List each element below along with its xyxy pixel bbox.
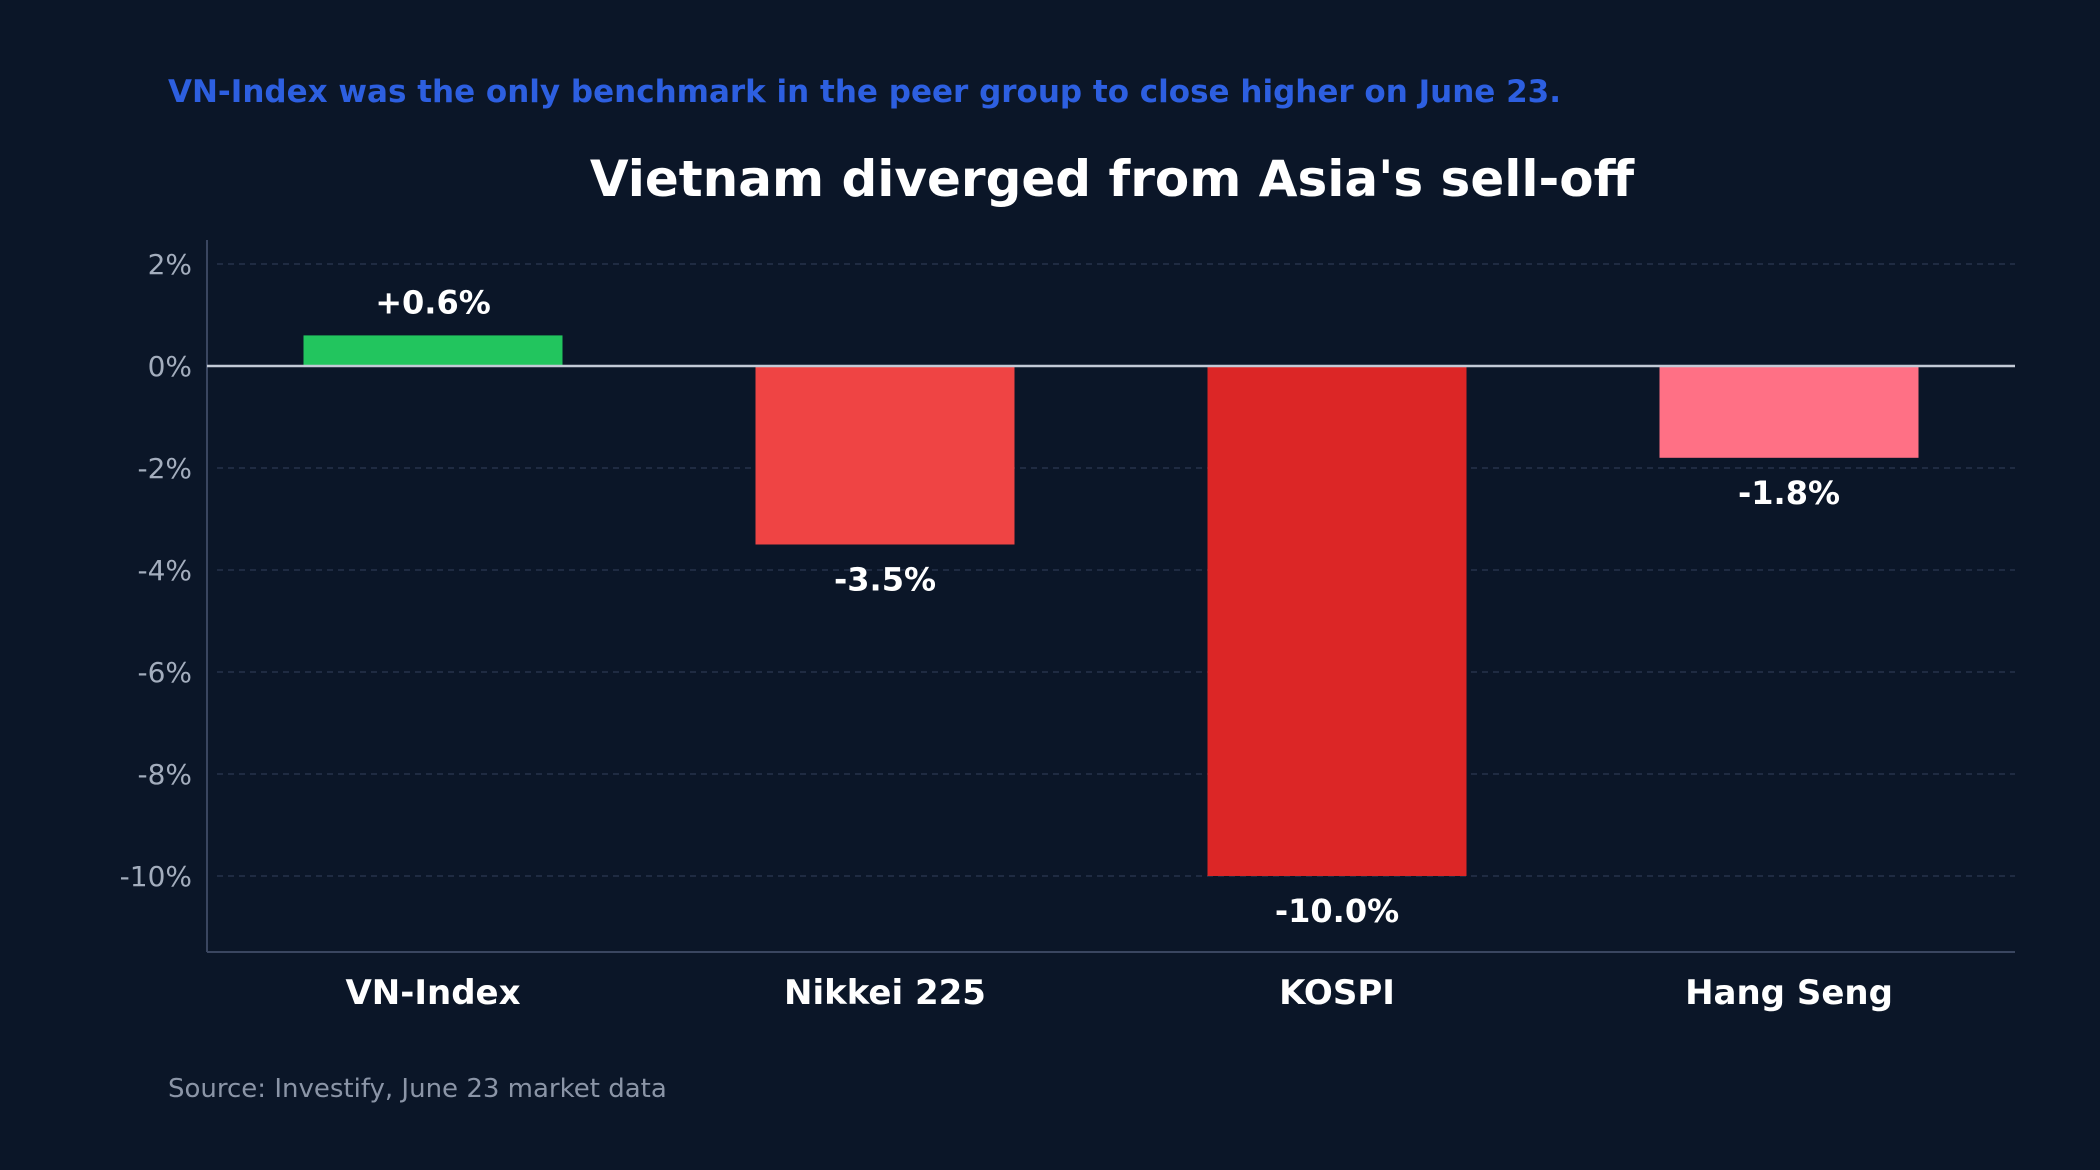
data-labels: +0.6% -3.5% -10.0% -1.8% bbox=[375, 283, 1840, 930]
chart-subtitle: VN-Index was the only benchmark in the p… bbox=[168, 74, 1562, 110]
bar-vn-index bbox=[303, 335, 563, 366]
x-tick-label: Hang Seng bbox=[1685, 973, 1893, 1013]
data-label: -1.8% bbox=[1738, 474, 1840, 512]
bar-hang-seng bbox=[1659, 366, 1919, 458]
y-tick-label: -4% bbox=[137, 554, 192, 587]
chart-title: Vietnam diverged from Asia's sell-off bbox=[590, 150, 1635, 208]
data-label: +0.6% bbox=[375, 283, 491, 321]
axes: 2% 0% -2% -4% -6% -8% -10% VN-Index Nikkei 225 KO… bbox=[120, 240, 2015, 1013]
source-note: Source: Investify, June 23 market data bbox=[168, 1074, 667, 1104]
data-label: -3.5% bbox=[834, 561, 936, 599]
y-tick-label: -8% bbox=[137, 758, 192, 791]
gridlines bbox=[217, 263, 2015, 877]
bars bbox=[303, 335, 1919, 876]
bar-kospi bbox=[1207, 366, 1467, 876]
x-tick-label: KOSPI bbox=[1279, 973, 1395, 1013]
y-tick-label: 0% bbox=[148, 350, 192, 383]
bar-nikkei-225 bbox=[755, 366, 1015, 545]
data-label: -10.0% bbox=[1275, 892, 1399, 930]
y-tick-label: 2% bbox=[148, 248, 192, 281]
y-tick-label: -10% bbox=[120, 860, 192, 893]
y-tick-label: -6% bbox=[137, 656, 192, 689]
x-tick-label: Nikkei 225 bbox=[784, 973, 986, 1013]
x-tick-label: VN-Index bbox=[345, 973, 520, 1013]
y-tick-label: -2% bbox=[137, 452, 192, 485]
